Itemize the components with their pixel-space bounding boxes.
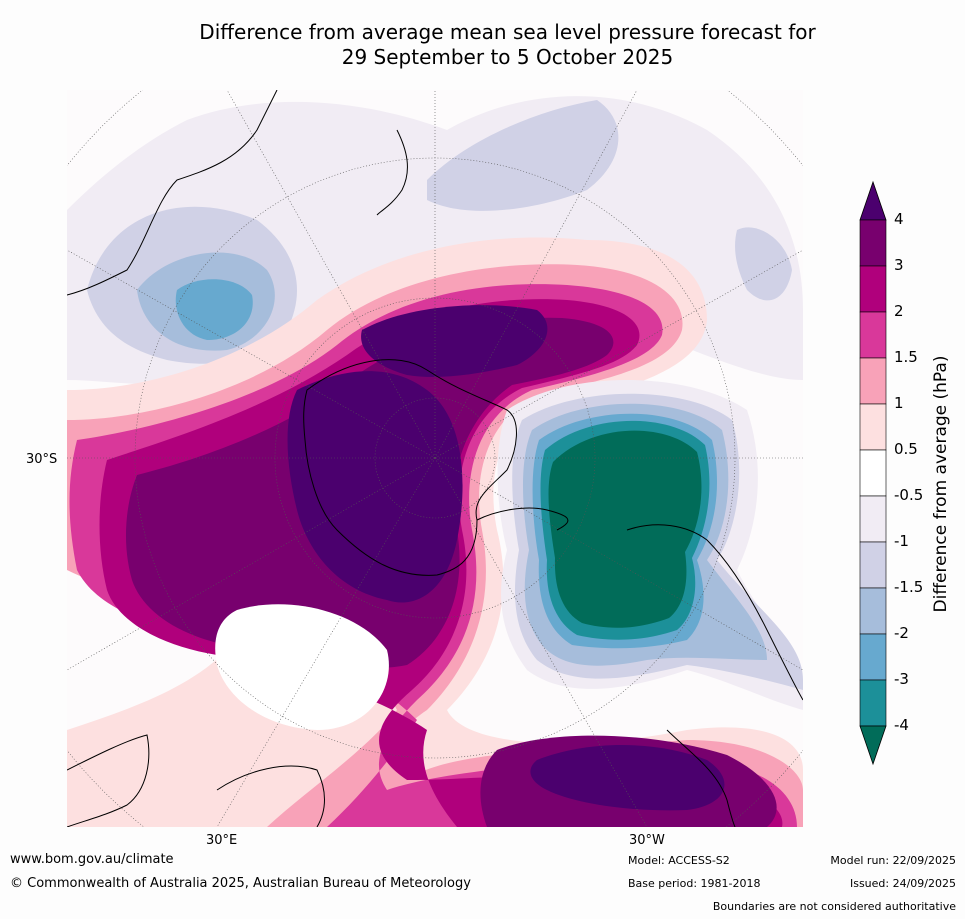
base-period: Base period: 1981-2018: [628, 877, 761, 890]
disclaimer: Boundaries are not considered authoritat…: [712, 900, 956, 913]
anomaly-region-negative: [548, 430, 702, 628]
colorbar-segment: [859, 403, 887, 451]
colorbar-tick-label: -4: [894, 716, 909, 734]
title-line-2: 29 September to 5 October 2025: [341, 45, 674, 69]
issued-date: Issued: 24/09/2025: [849, 877, 956, 890]
colorbar-tick-label: 1.5: [894, 348, 918, 366]
colorbar-tick-label: 1: [894, 394, 904, 412]
colorbar: [855, 180, 895, 785]
coastlines: [67, 90, 803, 827]
anomaly-region-negative: [175, 279, 253, 340]
anomaly-region-negative: [427, 100, 619, 211]
anomaly-region-positive: [530, 745, 725, 811]
colorbar-tick-label: -1: [894, 532, 909, 550]
model-label: Model: ACCESS-S2: [628, 854, 730, 867]
colorbar-segment: [859, 357, 887, 405]
africa-coastline: [216, 765, 325, 827]
lon-label-30e: 30°E: [206, 833, 238, 848]
colorbar-top-extension: [859, 180, 887, 221]
colorbar-segment: [859, 679, 887, 727]
colorbar-tick-label: 0.5: [894, 440, 918, 458]
anomaly-region-neutral: [215, 604, 389, 730]
colorbar-bottom-extension: [859, 725, 887, 766]
colorbar-tick-label: 3: [894, 256, 904, 274]
south-america-coastline: [666, 729, 736, 827]
colorbar-tick-label: 4: [894, 210, 904, 228]
pressure-anomaly-map: [67, 90, 803, 827]
south-america-coastline: [626, 524, 803, 701]
colorbar-segment: [859, 495, 887, 543]
lat-label-30s: 30°S: [26, 452, 58, 467]
anomaly-region-positive: [361, 305, 548, 377]
colorbar-tick-label: -3: [894, 670, 909, 688]
graticule: [67, 90, 803, 827]
polar-map: [67, 90, 803, 827]
colorbar-tick-label: -0.5: [894, 486, 924, 504]
colorbar-tick-label: 2: [894, 302, 904, 320]
australia-coastline: [67, 90, 278, 296]
colorbar-tick-label: -2: [894, 624, 909, 642]
colorbar-segment: [859, 541, 887, 589]
copyright: © Commonwealth of Australia 2025, Austra…: [10, 876, 471, 891]
anomaly-region-negative: [735, 227, 792, 301]
map-title: Difference from average mean sea level p…: [0, 20, 965, 70]
title-line-1: Difference from average mean sea level p…: [199, 20, 816, 44]
colorbar-segment: [859, 311, 887, 359]
lon-label-30w: 30°W: [629, 833, 665, 848]
model-run: Model run: 22/09/2025: [830, 854, 956, 867]
colorbar-segment: [859, 265, 887, 313]
colorbar-title: Difference from average (hPa): [931, 355, 951, 613]
colorbar-segment: [859, 587, 887, 635]
colorbar-segment: [859, 633, 887, 681]
africa-coastline: [67, 734, 150, 827]
colorbar-segment: [859, 219, 887, 267]
colorbar-segment: [859, 449, 887, 497]
new-zealand-coastline: [376, 129, 408, 216]
website-link[interactable]: www.bom.gov.au/climate: [10, 852, 174, 867]
colorbar-graphic: [859, 180, 887, 766]
peninsula-coastline: [476, 507, 569, 531]
colorbar-tick-label: -1.5: [894, 578, 924, 596]
